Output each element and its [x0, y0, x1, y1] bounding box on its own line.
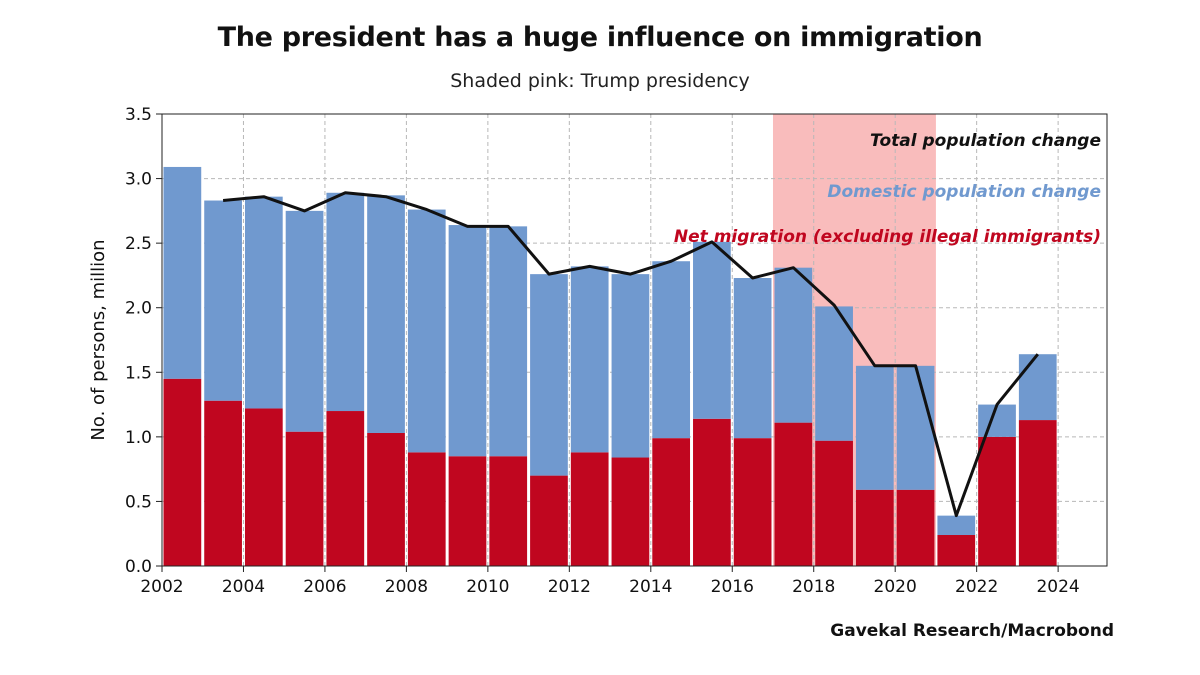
net-migration-bar: [530, 475, 568, 566]
domestic-change-bar: [896, 365, 935, 490]
y-tick-label: 1.0: [125, 428, 152, 448]
domestic-change-bar: [855, 365, 894, 490]
y-tick-label: 2.0: [125, 299, 152, 319]
domestic-change-bar: [489, 226, 528, 457]
domestic-change-bar: [163, 166, 202, 379]
domestic-change-bar: [530, 274, 568, 476]
source-note: Gavekal Research/Macrobond: [830, 621, 1114, 641]
domestic-change-bar: [367, 195, 405, 433]
net-migration-bar: [652, 438, 691, 566]
x-tick-label: 2018: [792, 577, 835, 597]
net-migration-bar: [489, 456, 528, 566]
x-tick-label: 2008: [385, 577, 428, 597]
legend-total-population-change: Total population change: [870, 131, 1101, 151]
total-population-line: [222, 191, 1039, 518]
domestic-change-bar: [570, 266, 609, 453]
domestic-change-bar: [204, 200, 242, 401]
domestic-change-bar: [407, 209, 446, 453]
net-migration-bar: [244, 408, 283, 566]
domestic-change-bar: [1018, 354, 1057, 421]
chart-subtitle: Shaded pink: Trump presidency: [450, 70, 750, 92]
net-migration-bar: [733, 438, 772, 566]
net-migration-bar: [1018, 420, 1057, 566]
domestic-change-bar: [326, 192, 365, 412]
domestic-change-bar: [815, 306, 853, 441]
net-migration-bar: [774, 422, 813, 566]
net-migration-bar: [693, 418, 731, 566]
legend-domestic-population-change: Domestic population change: [827, 182, 1101, 202]
x-tick-label: 2014: [629, 577, 672, 597]
domestic-change-bar: [285, 210, 324, 432]
net-migration-bar: [937, 535, 976, 566]
y-tick-label: 0.5: [125, 492, 152, 512]
net-migration-bar: [367, 432, 405, 566]
domestic-change-bar: [611, 274, 650, 458]
domestic-change-bar: [733, 278, 772, 439]
net-migration-bar: [204, 400, 242, 566]
domestic-change-bar: [774, 267, 813, 423]
domestic-change-bar: [448, 225, 487, 457]
x-tick-label: 2010: [466, 577, 509, 597]
y-tick-label: 3.5: [125, 105, 152, 125]
domestic-change-bar: [244, 196, 283, 409]
net-migration-bar: [855, 489, 894, 566]
net-migration-bar: [570, 452, 609, 566]
net-migration-bar: [326, 411, 365, 566]
x-tick-label: 2006: [303, 577, 346, 597]
y-tick-label: 3.0: [125, 170, 152, 190]
domestic-change-bar: [693, 241, 731, 419]
net-migration-bar: [448, 456, 487, 566]
chart-title: The president has a huge influence on im…: [217, 22, 983, 53]
domestic-change-bar: [937, 515, 976, 536]
x-tick-label: 2004: [222, 577, 265, 597]
net-migration-bar: [407, 452, 446, 566]
x-tick-label: 2016: [711, 577, 754, 597]
x-tick-label: 2024: [1036, 577, 1079, 597]
x-tick-label: 2022: [955, 577, 998, 597]
plot-frame: [161, 113, 1108, 567]
domestic-change-bar: [652, 261, 691, 439]
net-migration-bar: [285, 431, 324, 566]
net-migration-bar: [163, 378, 202, 566]
y-tick-label: 0.0: [125, 557, 152, 577]
net-migration-bar: [611, 457, 650, 566]
y-tick-label: 1.5: [125, 363, 152, 383]
y-tick-label: 2.5: [125, 234, 152, 254]
legend-net-migration: Net migration (excluding illegal immigra…: [674, 227, 1101, 247]
net-migration-bar: [896, 489, 935, 566]
x-tick-label: 2012: [548, 577, 591, 597]
x-tick-label: 2002: [140, 577, 183, 597]
x-tick-label: 2020: [874, 577, 917, 597]
domestic-change-bar: [978, 404, 1016, 437]
y-axis-label: No. of persons, million: [88, 239, 109, 440]
net-migration-bar: [815, 440, 853, 566]
net-migration-bar: [978, 436, 1016, 566]
